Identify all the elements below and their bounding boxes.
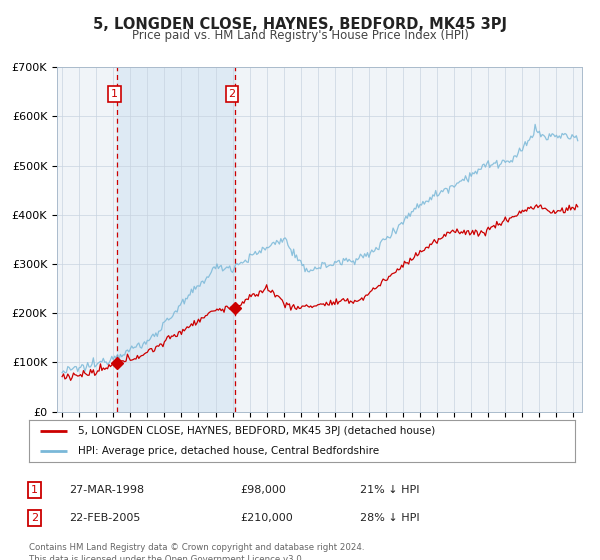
Text: 1: 1 — [31, 485, 38, 495]
Text: 1: 1 — [111, 89, 118, 99]
Text: Price paid vs. HM Land Registry's House Price Index (HPI): Price paid vs. HM Land Registry's House … — [131, 29, 469, 42]
Text: 21% ↓ HPI: 21% ↓ HPI — [360, 485, 419, 495]
Text: HPI: Average price, detached house, Central Bedfordshire: HPI: Average price, detached house, Cent… — [78, 446, 379, 456]
Text: Contains HM Land Registry data © Crown copyright and database right 2024.
This d: Contains HM Land Registry data © Crown c… — [29, 543, 364, 560]
Text: 27-MAR-1998: 27-MAR-1998 — [69, 485, 144, 495]
Text: 2: 2 — [31, 513, 38, 523]
Bar — [117, 67, 235, 412]
Text: £210,000: £210,000 — [240, 513, 293, 523]
Text: £98,000: £98,000 — [240, 485, 286, 495]
Text: 2: 2 — [229, 89, 236, 99]
Text: 5, LONGDEN CLOSE, HAYNES, BEDFORD, MK45 3PJ: 5, LONGDEN CLOSE, HAYNES, BEDFORD, MK45 … — [93, 17, 507, 32]
Text: 5, LONGDEN CLOSE, HAYNES, BEDFORD, MK45 3PJ (detached house): 5, LONGDEN CLOSE, HAYNES, BEDFORD, MK45 … — [78, 426, 435, 436]
Text: 22-FEB-2005: 22-FEB-2005 — [69, 513, 140, 523]
Text: 28% ↓ HPI: 28% ↓ HPI — [360, 513, 419, 523]
